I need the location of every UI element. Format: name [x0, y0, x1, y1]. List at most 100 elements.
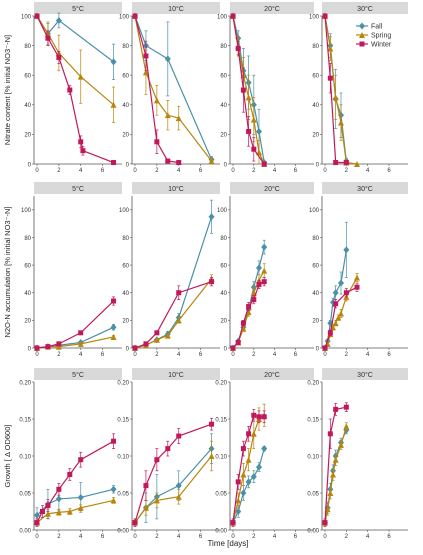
data-point — [245, 478, 252, 486]
facet-title: 10°C — [168, 185, 184, 193]
data-point — [332, 320, 339, 327]
x-tick-label: 6 — [294, 168, 298, 174]
series-spring — [34, 13, 117, 123]
x-tick-label: 2 — [252, 534, 256, 540]
x-tick-label: 2 — [345, 534, 349, 540]
y-tick-label: 0.15 — [307, 417, 319, 423]
data-point — [335, 314, 342, 321]
y-tick-label: 80 — [122, 236, 129, 242]
panel-growth-0: 5°C 0.00 0.05 0.10 0.15 0.20 0 2 4 6 — [19, 368, 122, 540]
y-tick-label: 20 — [24, 319, 31, 325]
data-point — [66, 508, 73, 515]
y-tick-label: 20 — [122, 133, 129, 139]
y-tick-label: 0.10 — [117, 454, 129, 460]
data-point — [164, 112, 171, 119]
data-point — [77, 504, 84, 511]
data-point — [176, 433, 182, 439]
data-point — [175, 482, 182, 490]
series-winter — [322, 282, 360, 351]
y-axis-label: Nitrate content [% initial NO3⁻-N] — [3, 35, 12, 145]
x-tick-label: 4 — [273, 352, 277, 358]
panel-growth-3: 30°C 0.00 0.05 0.10 0.15 0.20 0 2 4 6 — [307, 368, 408, 540]
y-tick-label: 60 — [312, 74, 319, 80]
y-tick-label: 60 — [24, 263, 31, 269]
data-point — [251, 146, 257, 152]
y-tick-label: 0 — [126, 162, 130, 168]
series-line — [36, 440, 114, 523]
x-tick-label: 4 — [177, 352, 181, 358]
x-tick-label: 4 — [79, 352, 83, 358]
series-line — [134, 281, 212, 349]
data-point — [67, 472, 73, 477]
data-point — [154, 139, 160, 145]
data-point — [143, 483, 149, 489]
legend-symbol — [359, 22, 365, 30]
data-point — [143, 341, 149, 347]
data-point — [235, 497, 242, 504]
data-point — [164, 55, 171, 63]
series-spring — [132, 274, 215, 351]
x-tick-label: 2 — [57, 352, 61, 358]
panel-nitrate-1: 10°C 0 20 40 60 80 100 0 2 4 6 — [119, 2, 220, 174]
data-point — [327, 45, 334, 52]
x-tick-label: 4 — [79, 534, 83, 540]
data-point — [110, 497, 117, 504]
data-point — [245, 456, 252, 463]
x-tick-label: 4 — [177, 168, 181, 174]
x-tick-label: 6 — [387, 352, 391, 358]
data-point — [354, 284, 360, 290]
data-point — [209, 421, 215, 427]
data-point — [154, 330, 160, 336]
x-tick-label: 6 — [199, 534, 203, 540]
y-axis-label: Growth [ Δ OD600] — [3, 425, 12, 488]
data-point — [132, 13, 138, 19]
data-point — [153, 497, 160, 504]
series-fall — [230, 239, 268, 352]
data-point — [261, 445, 268, 453]
facet-strip — [322, 2, 408, 14]
facet-title: 20°C — [264, 371, 280, 379]
series-line — [36, 300, 114, 349]
data-point — [34, 520, 40, 526]
data-point — [333, 160, 339, 166]
facet-strip — [230, 2, 314, 14]
facet-title: 20°C — [264, 185, 280, 193]
series-winter — [230, 13, 267, 167]
x-tick-label: 2 — [155, 534, 159, 540]
data-point — [332, 94, 339, 101]
y-tick-label: 20 — [122, 319, 129, 325]
y-tick-label: 0.05 — [117, 491, 129, 497]
data-point — [45, 503, 51, 509]
y-tick-label: 20 — [312, 319, 319, 325]
y-tick-label: 100 — [21, 208, 32, 214]
x-tick-label: 0 — [35, 352, 39, 358]
data-point — [256, 463, 262, 471]
facet-strip — [34, 2, 122, 14]
data-point — [175, 493, 182, 500]
facet-title: 5°C — [72, 185, 84, 193]
y-tick-label: 100 — [21, 14, 32, 20]
data-point — [235, 479, 241, 485]
series-line — [324, 406, 347, 523]
data-point — [261, 414, 267, 420]
data-point — [322, 13, 328, 19]
x-tick-label: 2 — [155, 352, 159, 358]
x-tick-label: 6 — [199, 168, 203, 174]
x-tick-label: 0 — [133, 534, 137, 540]
series-line — [232, 246, 265, 349]
data-point — [338, 441, 344, 448]
x-tick-label: 4 — [366, 168, 370, 174]
x-tick-label: 2 — [345, 168, 349, 174]
data-point — [176, 160, 182, 166]
data-point — [322, 520, 328, 526]
y-tick-label: 40 — [220, 103, 227, 109]
facet-title: 30°C — [357, 371, 373, 379]
data-point — [338, 310, 344, 317]
y-tick-label: 0 — [316, 346, 320, 352]
y-tick-label: 40 — [24, 103, 31, 109]
data-point — [246, 431, 252, 437]
data-point — [132, 520, 138, 526]
facet-strip — [34, 182, 122, 194]
x-tick-label: 2 — [252, 168, 256, 174]
